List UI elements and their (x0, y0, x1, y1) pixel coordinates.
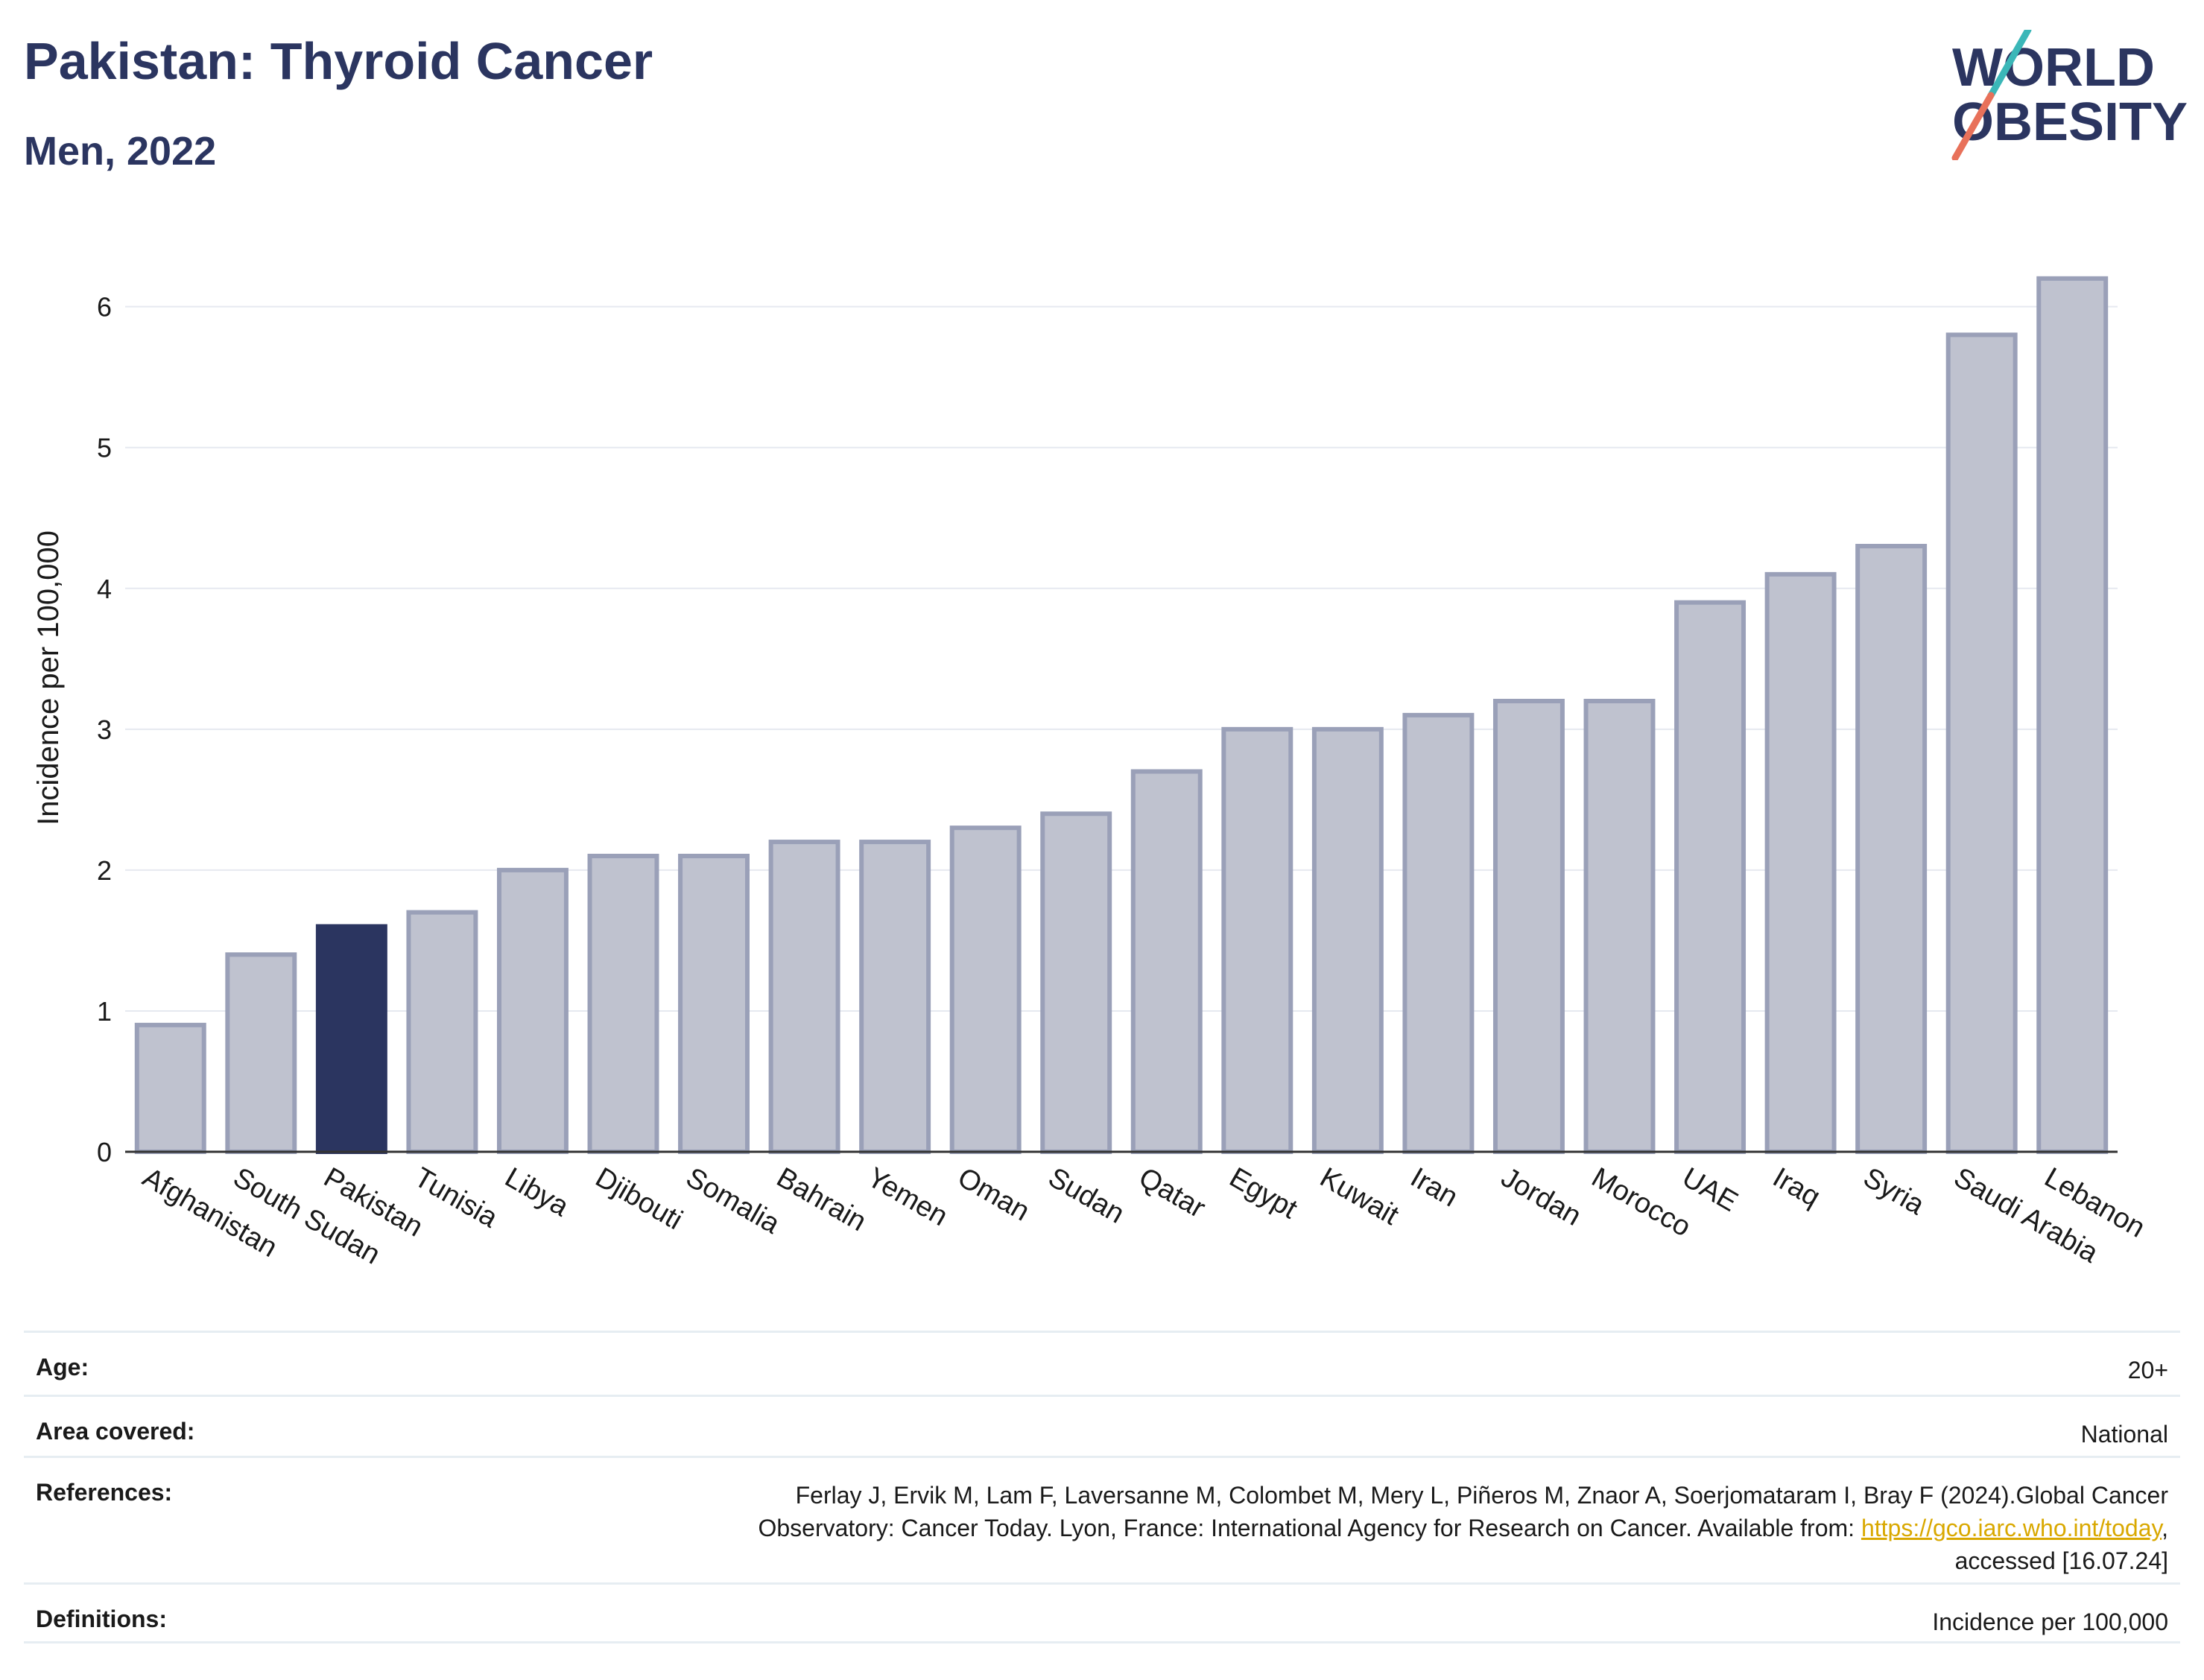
bar-yemen[interactable] (859, 840, 931, 1154)
bar-morocco[interactable] (1583, 699, 1656, 1154)
bar-south-sudan[interactable] (225, 952, 297, 1154)
bar-bahrain[interactable] (768, 840, 840, 1154)
definitions-label: Definitions: (36, 1605, 167, 1632)
bar-libya[interactable] (496, 867, 569, 1154)
references-value: Ferlay J, Ervik M, Lam F, Laversanne M, … (172, 1479, 2168, 1582)
x-tick-label: Sudan (1043, 1161, 1130, 1229)
y-tick-label: 3 (97, 714, 112, 745)
x-tick-label: Jordan (1495, 1161, 1586, 1232)
bar-kuwait[interactable] (1311, 726, 1384, 1154)
y-axis-label: Incidence per 100,000 (32, 530, 65, 825)
age-label: Age: (36, 1354, 89, 1381)
references-text-1: Ferlay J, Ervik M, Lam F, Laversanne M, … (795, 1482, 2168, 1509)
bar-iran[interactable] (1402, 712, 1475, 1154)
meta-row-definitions: Definitions: Incidence per 100,000 (24, 1582, 2180, 1643)
y-tick-label: 6 (97, 292, 112, 323)
bar-syria[interactable] (1855, 544, 1928, 1154)
x-tick-label: Egypt (1224, 1161, 1303, 1225)
x-tick-label: Oman (952, 1161, 1035, 1227)
bar-lebanon[interactable] (2036, 276, 2109, 1154)
references-text-3: , (2162, 1515, 2168, 1541)
meta-row-references: References: Ferlay J, Ervik M, Lam F, La… (24, 1456, 2180, 1582)
x-tick-label: Kuwait (1314, 1161, 1404, 1232)
age-value: 20+ (2127, 1357, 2168, 1383)
svg-text:OBESITY: OBESITY (1952, 92, 2188, 152)
page-subtitle: Men, 2022 (24, 129, 217, 174)
bar-iraq[interactable] (1764, 571, 1837, 1154)
bar-djibouti[interactable] (587, 853, 659, 1154)
x-tick-label: Libya (499, 1161, 574, 1223)
bar-afghanistan[interactable] (134, 1022, 206, 1154)
y-tick-label: 1 (97, 996, 112, 1027)
world-obesity-logo: WORLD OBESITY (1937, 26, 2198, 162)
x-tick-label: Somalia (681, 1161, 786, 1240)
meta-row-age: Age: 20+ (24, 1331, 2180, 1395)
bar-somalia[interactable] (678, 853, 750, 1154)
bar-sudan[interactable] (1040, 811, 1112, 1154)
page-title: Pakistan: Thyroid Cancer (24, 32, 653, 90)
metadata-table: Age: 20+ Area covered: National Referenc… (24, 1331, 2180, 1643)
bar-egypt[interactable] (1221, 726, 1293, 1154)
meta-row-area: Area covered: National (24, 1395, 2180, 1456)
area-value: National (2080, 1421, 2168, 1448)
y-tick-label: 2 (97, 855, 112, 886)
x-tick-label: Iran (1405, 1161, 1463, 1213)
bar-pakistan[interactable] (315, 924, 387, 1154)
x-tick-label: Djibouti (590, 1161, 688, 1236)
y-tick-label: 5 (97, 433, 112, 463)
y-tick-label: 0 (97, 1137, 112, 1167)
references-text-4: accessed [16.07.24] (1954, 1547, 2168, 1574)
definitions-value: Incidence per 100,000 (1932, 1608, 2168, 1635)
y-axis-ticks: 0 1 2 3 4 5 6 (97, 292, 112, 1167)
bar-oman[interactable] (949, 825, 1022, 1154)
references-text-2: Observatory: Cancer Today. Lyon, France:… (758, 1515, 1861, 1541)
x-tick-label: Yemen (862, 1161, 953, 1232)
references-label: References: (36, 1479, 173, 1506)
x-tick-label: Iraq (1767, 1161, 1825, 1213)
x-tick-label: Qatar (1133, 1161, 1211, 1224)
bar-jordan[interactable] (1492, 699, 1565, 1154)
bars (134, 276, 2109, 1154)
bar-tunisia[interactable] (406, 910, 478, 1154)
bar-qatar[interactable] (1130, 769, 1203, 1154)
area-label: Area covered: (36, 1418, 195, 1445)
y-tick-label: 4 (97, 574, 112, 604)
references-link[interactable]: https://gco.iarc.who.int/today (1861, 1515, 2162, 1541)
x-tick-label: Syria (1858, 1161, 1931, 1221)
x-tick-label: UAE (1677, 1161, 1744, 1217)
x-tick-label: Bahrain (771, 1161, 871, 1237)
x-tick-label: Morocco (1586, 1161, 1696, 1243)
bar-saudi-arabia[interactable] (1945, 332, 2018, 1154)
bar-uae[interactable] (1674, 600, 1747, 1154)
svg-text:WORLD: WORLD (1952, 38, 2155, 98)
